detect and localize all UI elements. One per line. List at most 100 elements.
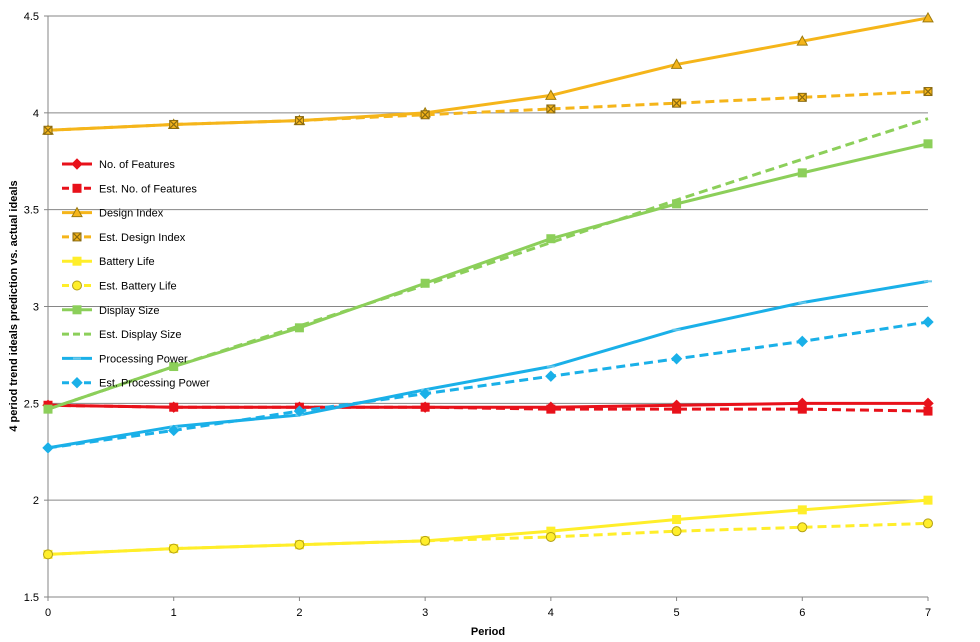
y-tick-label: 4.5 (24, 11, 39, 23)
series-line (47, 90, 929, 132)
x-tick-label: 7 (925, 607, 931, 619)
data-point (420, 110, 430, 120)
y-axis-title: 4 period trend ideals prediction vs. act… (8, 180, 20, 431)
data-point (672, 404, 682, 414)
legend-item: Est. Design Index (62, 232, 186, 244)
series-est-display-size (47, 117, 929, 411)
data-point (43, 549, 53, 560)
legend-item: Design Index (62, 206, 164, 220)
y-tick-label: 4 (33, 108, 39, 120)
data-point (923, 139, 933, 149)
x-axis-title: Period (471, 626, 505, 638)
data-point (923, 518, 933, 529)
series-line (47, 521, 929, 556)
legend-item: Est. Battery Life (62, 280, 177, 293)
series-est-processing-power (42, 316, 934, 454)
series-line (47, 279, 929, 450)
data-point (419, 387, 431, 400)
data-point (670, 58, 683, 69)
legend-marker (72, 232, 82, 242)
y-tick-label: 3.5 (24, 205, 39, 217)
data-point (670, 353, 683, 365)
data-point (546, 234, 556, 244)
legend-label: Est. Display Size (99, 329, 182, 341)
data-point (923, 495, 933, 505)
x-tick-label: 1 (171, 607, 177, 619)
data-point (923, 406, 933, 416)
legend-marker (72, 305, 82, 315)
legend-item: Battery Life (62, 256, 155, 268)
y-tick-label: 2.5 (24, 398, 39, 410)
data-point (294, 539, 305, 550)
data-point (42, 442, 54, 454)
data-point (168, 424, 180, 437)
legend-label: Design Index (99, 208, 164, 220)
legend-marker (71, 206, 83, 218)
x-tick-label: 0 (45, 607, 51, 619)
legend-item: Processing Power (62, 353, 188, 365)
data-point (546, 104, 556, 114)
legend-item: No. of Features (62, 158, 175, 171)
x-tick-label: 5 (674, 607, 680, 619)
legend: No. of Features Est. No. of Features Desig… (62, 158, 210, 390)
gridlines (48, 15, 928, 501)
axis-ticks: 1.5 2 2.5 3 3.5 4 4.5 0 1 2 3 4 5 6 7 (24, 11, 931, 619)
data-point (420, 278, 430, 288)
data-point (546, 404, 556, 414)
y-tick-label: 1.5 (24, 592, 39, 604)
data-point (797, 404, 807, 414)
series-est-battery-life (43, 518, 933, 560)
data-point (545, 531, 556, 542)
y-tick-label: 3 (33, 302, 39, 314)
x-tick-label: 4 (548, 607, 554, 619)
data-point (168, 543, 179, 554)
data-point (797, 168, 807, 178)
legend-label: Est. No. of Features (99, 183, 197, 195)
data-point (796, 335, 808, 348)
data-point (43, 125, 53, 135)
series-line (47, 117, 929, 411)
legend-item: Display Size (62, 305, 160, 317)
legend-item: Est. No. of Features (62, 183, 197, 195)
legend-marker (72, 256, 82, 266)
data-point (797, 505, 807, 515)
x-tick-label: 3 (422, 607, 428, 619)
legend-item: Est. Display Size (62, 329, 182, 341)
legend-marker (71, 376, 83, 389)
legend-label: No. of Features (99, 159, 175, 171)
legend-marker (72, 183, 82, 193)
data-point (545, 89, 557, 100)
legend-label: Processing Power (99, 353, 188, 365)
data-point (796, 35, 809, 46)
legend-marker (72, 280, 82, 291)
series-group (42, 11, 934, 560)
series-line (47, 320, 929, 450)
data-point (922, 316, 934, 328)
legend-item: Est. Processing Power (62, 376, 210, 390)
data-point (293, 405, 306, 417)
legend-label: Display Size (99, 305, 160, 317)
legend-marker (71, 158, 83, 170)
legend-label: Est. Battery Life (99, 281, 177, 293)
series-est-design-index (43, 87, 933, 135)
data-point (545, 370, 557, 382)
data-point (797, 522, 808, 533)
data-point (294, 116, 304, 126)
data-point (169, 402, 179, 412)
data-point (797, 92, 807, 102)
data-point (420, 535, 431, 546)
data-point (922, 11, 934, 23)
data-point (671, 526, 682, 537)
x-tick-label: 2 (296, 607, 302, 619)
legend-label: Battery Life (99, 256, 155, 268)
data-point (420, 402, 430, 412)
data-point (672, 98, 682, 108)
data-point (169, 119, 179, 129)
legend-label: Est. Processing Power (99, 378, 210, 390)
data-point (923, 87, 933, 97)
y-tick-label: 2 (33, 495, 39, 507)
legend-label: Est. Design Index (99, 232, 186, 244)
series-line (47, 403, 929, 413)
data-point (672, 515, 682, 525)
